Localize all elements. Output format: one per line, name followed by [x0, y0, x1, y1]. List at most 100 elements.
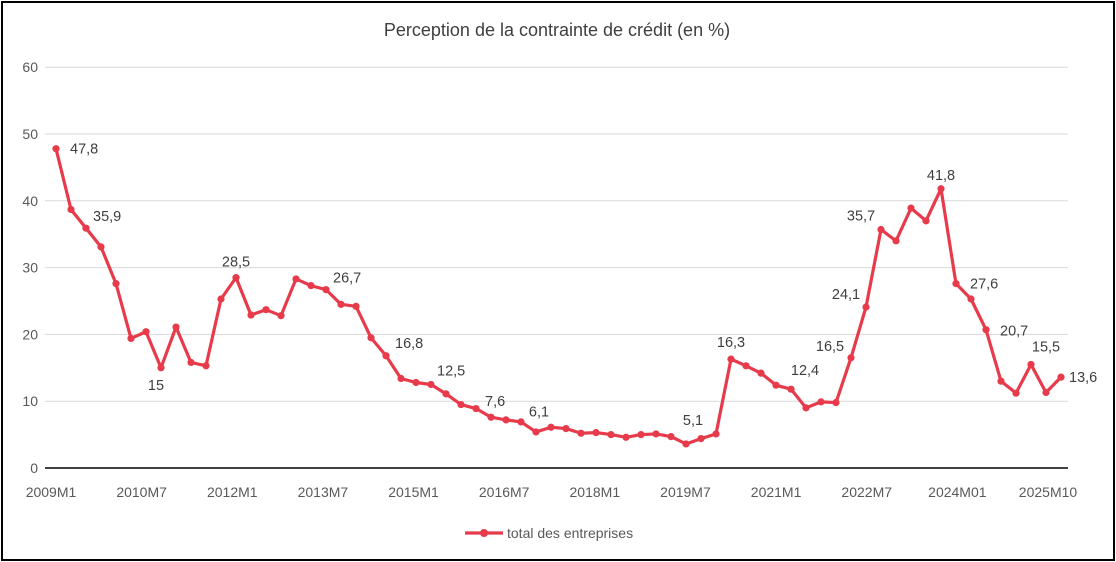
data-point-marker — [712, 430, 720, 438]
y-axis-labels: 0 10 20 30 40 50 60 — [22, 59, 38, 476]
data-point-marker — [382, 352, 390, 360]
data-point-marker — [1027, 360, 1035, 369]
data-point-marker — [577, 429, 585, 437]
x-axis-labels: 2009M1 2010M7 2012M1 2013M7 2015M1 2016M7 2018… — [26, 484, 1078, 500]
x-tick-label: 2012M1 — [207, 484, 258, 500]
data-point-marker — [907, 204, 915, 212]
data-point-label: 35,9 — [93, 209, 121, 225]
data-point-marker — [607, 431, 615, 439]
data-point-marker — [847, 354, 855, 362]
x-tick-label: 2025M10 — [1019, 484, 1078, 500]
data-point-marker — [937, 185, 945, 193]
data-point-marker — [982, 326, 990, 334]
data-point-marker — [532, 428, 540, 436]
x-tick-label: 2015M1 — [388, 484, 439, 500]
y-tick-label: 0 — [30, 460, 38, 476]
data-point-label: 27,6 — [970, 277, 998, 293]
data-point-marker — [262, 306, 270, 314]
x-tick-label: 2021M1 — [751, 484, 802, 500]
gridlines — [45, 66, 1068, 469]
data-point-marker — [832, 398, 840, 407]
data-series-line — [54, 147, 1063, 446]
data-point-marker — [802, 404, 810, 412]
data-point-marker — [67, 205, 75, 214]
data-point-label: 28,5 — [222, 255, 250, 271]
data-point-marker — [442, 390, 450, 398]
y-tick-label: 50 — [22, 126, 38, 142]
data-point-marker — [217, 295, 225, 303]
data-point-label: 20,7 — [1000, 324, 1028, 340]
data-point-marker — [277, 312, 285, 320]
y-tick-label: 60 — [22, 59, 38, 75]
data-point-marker — [127, 334, 135, 343]
x-tick-label: 2013M7 — [298, 484, 349, 500]
series-polyline — [54, 147, 1063, 446]
data-point-marker — [397, 374, 405, 383]
data-point-marker — [742, 362, 750, 370]
data-point-marker — [337, 300, 345, 308]
data-point-marker — [187, 358, 195, 367]
x-tick-label: 2022M7 — [841, 484, 892, 500]
data-point-marker — [82, 224, 90, 232]
data-point-label: 47,8 — [70, 142, 98, 158]
data-point-marker — [877, 225, 885, 234]
data-point-marker — [112, 280, 120, 288]
data-point-marker — [517, 418, 525, 426]
data-point-marker — [637, 431, 645, 439]
data-point-marker — [727, 355, 735, 363]
credit-constraint-line-chart: 0 10 20 30 40 50 60 2009M1 2010M7 2012M1 2013M7 20… — [22, 20, 1097, 541]
data-point-marker — [52, 145, 60, 153]
data-point-marker — [787, 385, 795, 393]
x-tick-label: 2009M1 — [26, 484, 77, 500]
data-point-marker — [487, 413, 495, 421]
data-point-marker — [952, 280, 960, 288]
data-point-marker — [457, 400, 465, 409]
y-tick-label: 30 — [22, 260, 38, 276]
data-point-marker — [367, 334, 375, 342]
data-point-marker — [1042, 388, 1050, 397]
data-point-marker — [652, 430, 660, 438]
data-point-marker — [247, 311, 255, 319]
y-tick-label: 10 — [22, 393, 38, 409]
data-point-marker — [322, 286, 330, 294]
legend-marker-icon — [480, 529, 488, 537]
data-point-marker — [412, 378, 420, 387]
data-point-label: 16,3 — [717, 335, 745, 351]
data-point-marker — [667, 433, 675, 441]
data-point-marker — [472, 404, 480, 413]
data-point-label: 41,8 — [927, 168, 955, 184]
data-point-label: 26,7 — [333, 271, 361, 287]
data-point-marker — [172, 323, 180, 331]
data-point-label: 16,5 — [816, 339, 844, 355]
data-point-marker — [682, 440, 690, 448]
data-point-marker — [697, 435, 705, 443]
data-point-label: 5,1 — [683, 413, 703, 429]
data-point-label: 24,1 — [832, 287, 860, 303]
data-point-label: 13,6 — [1069, 370, 1097, 386]
data-point-label: 15,5 — [1032, 339, 1060, 355]
data-point-marker — [232, 274, 240, 282]
data-point-marker — [1057, 373, 1065, 381]
data-point-marker — [562, 424, 570, 433]
y-tick-label: 20 — [22, 326, 38, 342]
data-point-marker — [862, 303, 870, 311]
y-tick-label: 40 — [22, 193, 38, 209]
data-point-marker — [922, 217, 930, 225]
chart-title: Perception de la contrainte de crédit (e… — [384, 20, 730, 40]
data-point-marker — [772, 381, 780, 389]
data-point-marker — [967, 295, 975, 303]
data-point-marker — [352, 302, 360, 310]
x-tick-label: 2024M01 — [928, 484, 987, 500]
data-point-marker — [157, 364, 165, 372]
x-tick-label: 2018M1 — [570, 484, 621, 500]
data-point-marker — [997, 377, 1005, 385]
data-point-label: 12,4 — [791, 363, 819, 379]
data-point-marker — [202, 362, 210, 370]
data-point-label: 16,8 — [395, 336, 423, 352]
data-point-marker — [547, 423, 555, 431]
data-point-label: 35,7 — [847, 209, 875, 225]
x-tick-label: 2010M7 — [116, 484, 167, 500]
data-point-marker — [292, 275, 300, 283]
data-point-label: 12,5 — [437, 364, 465, 380]
